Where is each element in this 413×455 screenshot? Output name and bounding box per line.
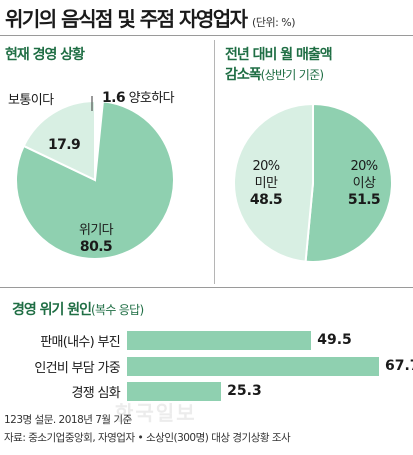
- footer-survey-note: 123명 설문. 2018년 7월 기준: [4, 414, 132, 426]
- bar-value: 67.7: [385, 358, 413, 374]
- pie1-label-good: 1.6 양호하다: [102, 90, 175, 106]
- pie2-title-line2: 감소폭(상반기 기준): [225, 67, 324, 83]
- pie2-chart: [233, 102, 394, 263]
- panel-divider: [214, 40, 215, 284]
- title-divider: [0, 35, 413, 36]
- pie1-label-crisis: 위기다 80.5: [78, 223, 114, 255]
- pie2-label-under: 20% 미만 48.5: [249, 159, 283, 208]
- bar: [127, 357, 379, 376]
- pie1-value-normal: 17.9: [48, 137, 81, 153]
- watermark: 한국일보: [115, 401, 197, 425]
- infographic-title: 위기의 음식점 및 주점 자영업자 (단위: %): [5, 7, 296, 31]
- pie2-value-under: 48.5: [249, 192, 283, 208]
- bar-category: 경쟁 심화: [71, 386, 121, 401]
- pie2-value-over: 51.5: [347, 192, 381, 208]
- bar-category: 판매(내수) 부진: [40, 335, 120, 350]
- bar: [127, 331, 312, 350]
- pie2-label-over: 20% 이상 51.5: [347, 159, 381, 208]
- pie1-slice: [22, 99, 96, 182]
- pie1-value-crisis: 80.5: [79, 239, 113, 255]
- pie1-label-normal: 보통이다: [8, 93, 54, 108]
- bar: [127, 382, 222, 401]
- pie1-value-good: 1.6: [102, 90, 126, 106]
- pie2-slice: [304, 102, 394, 263]
- pie2-slice: [233, 102, 314, 263]
- pie2-title-line1: 전년 대비 월 매출액: [225, 47, 333, 63]
- section-divider: [0, 287, 413, 288]
- pie1-chart: [15, 96, 175, 260]
- pie2-subtitle: (상반기 기준): [260, 68, 324, 82]
- footer-source: 자료: 중소기업중앙회, 자영업자 • 소상인(300명) 대상 경기상황 조사: [4, 432, 291, 444]
- unit-label: (단위: %): [252, 16, 296, 29]
- pie1-title: 현재 경영 상황: [5, 47, 85, 63]
- bar-title: 경영 위기 원인(복수 응답): [12, 302, 144, 318]
- bar-value: 25.3: [227, 383, 262, 399]
- bar-category: 인건비 부담 가중: [34, 361, 120, 376]
- bar-subtitle: (복수 응답): [91, 303, 144, 317]
- bar-value: 49.5: [317, 332, 352, 348]
